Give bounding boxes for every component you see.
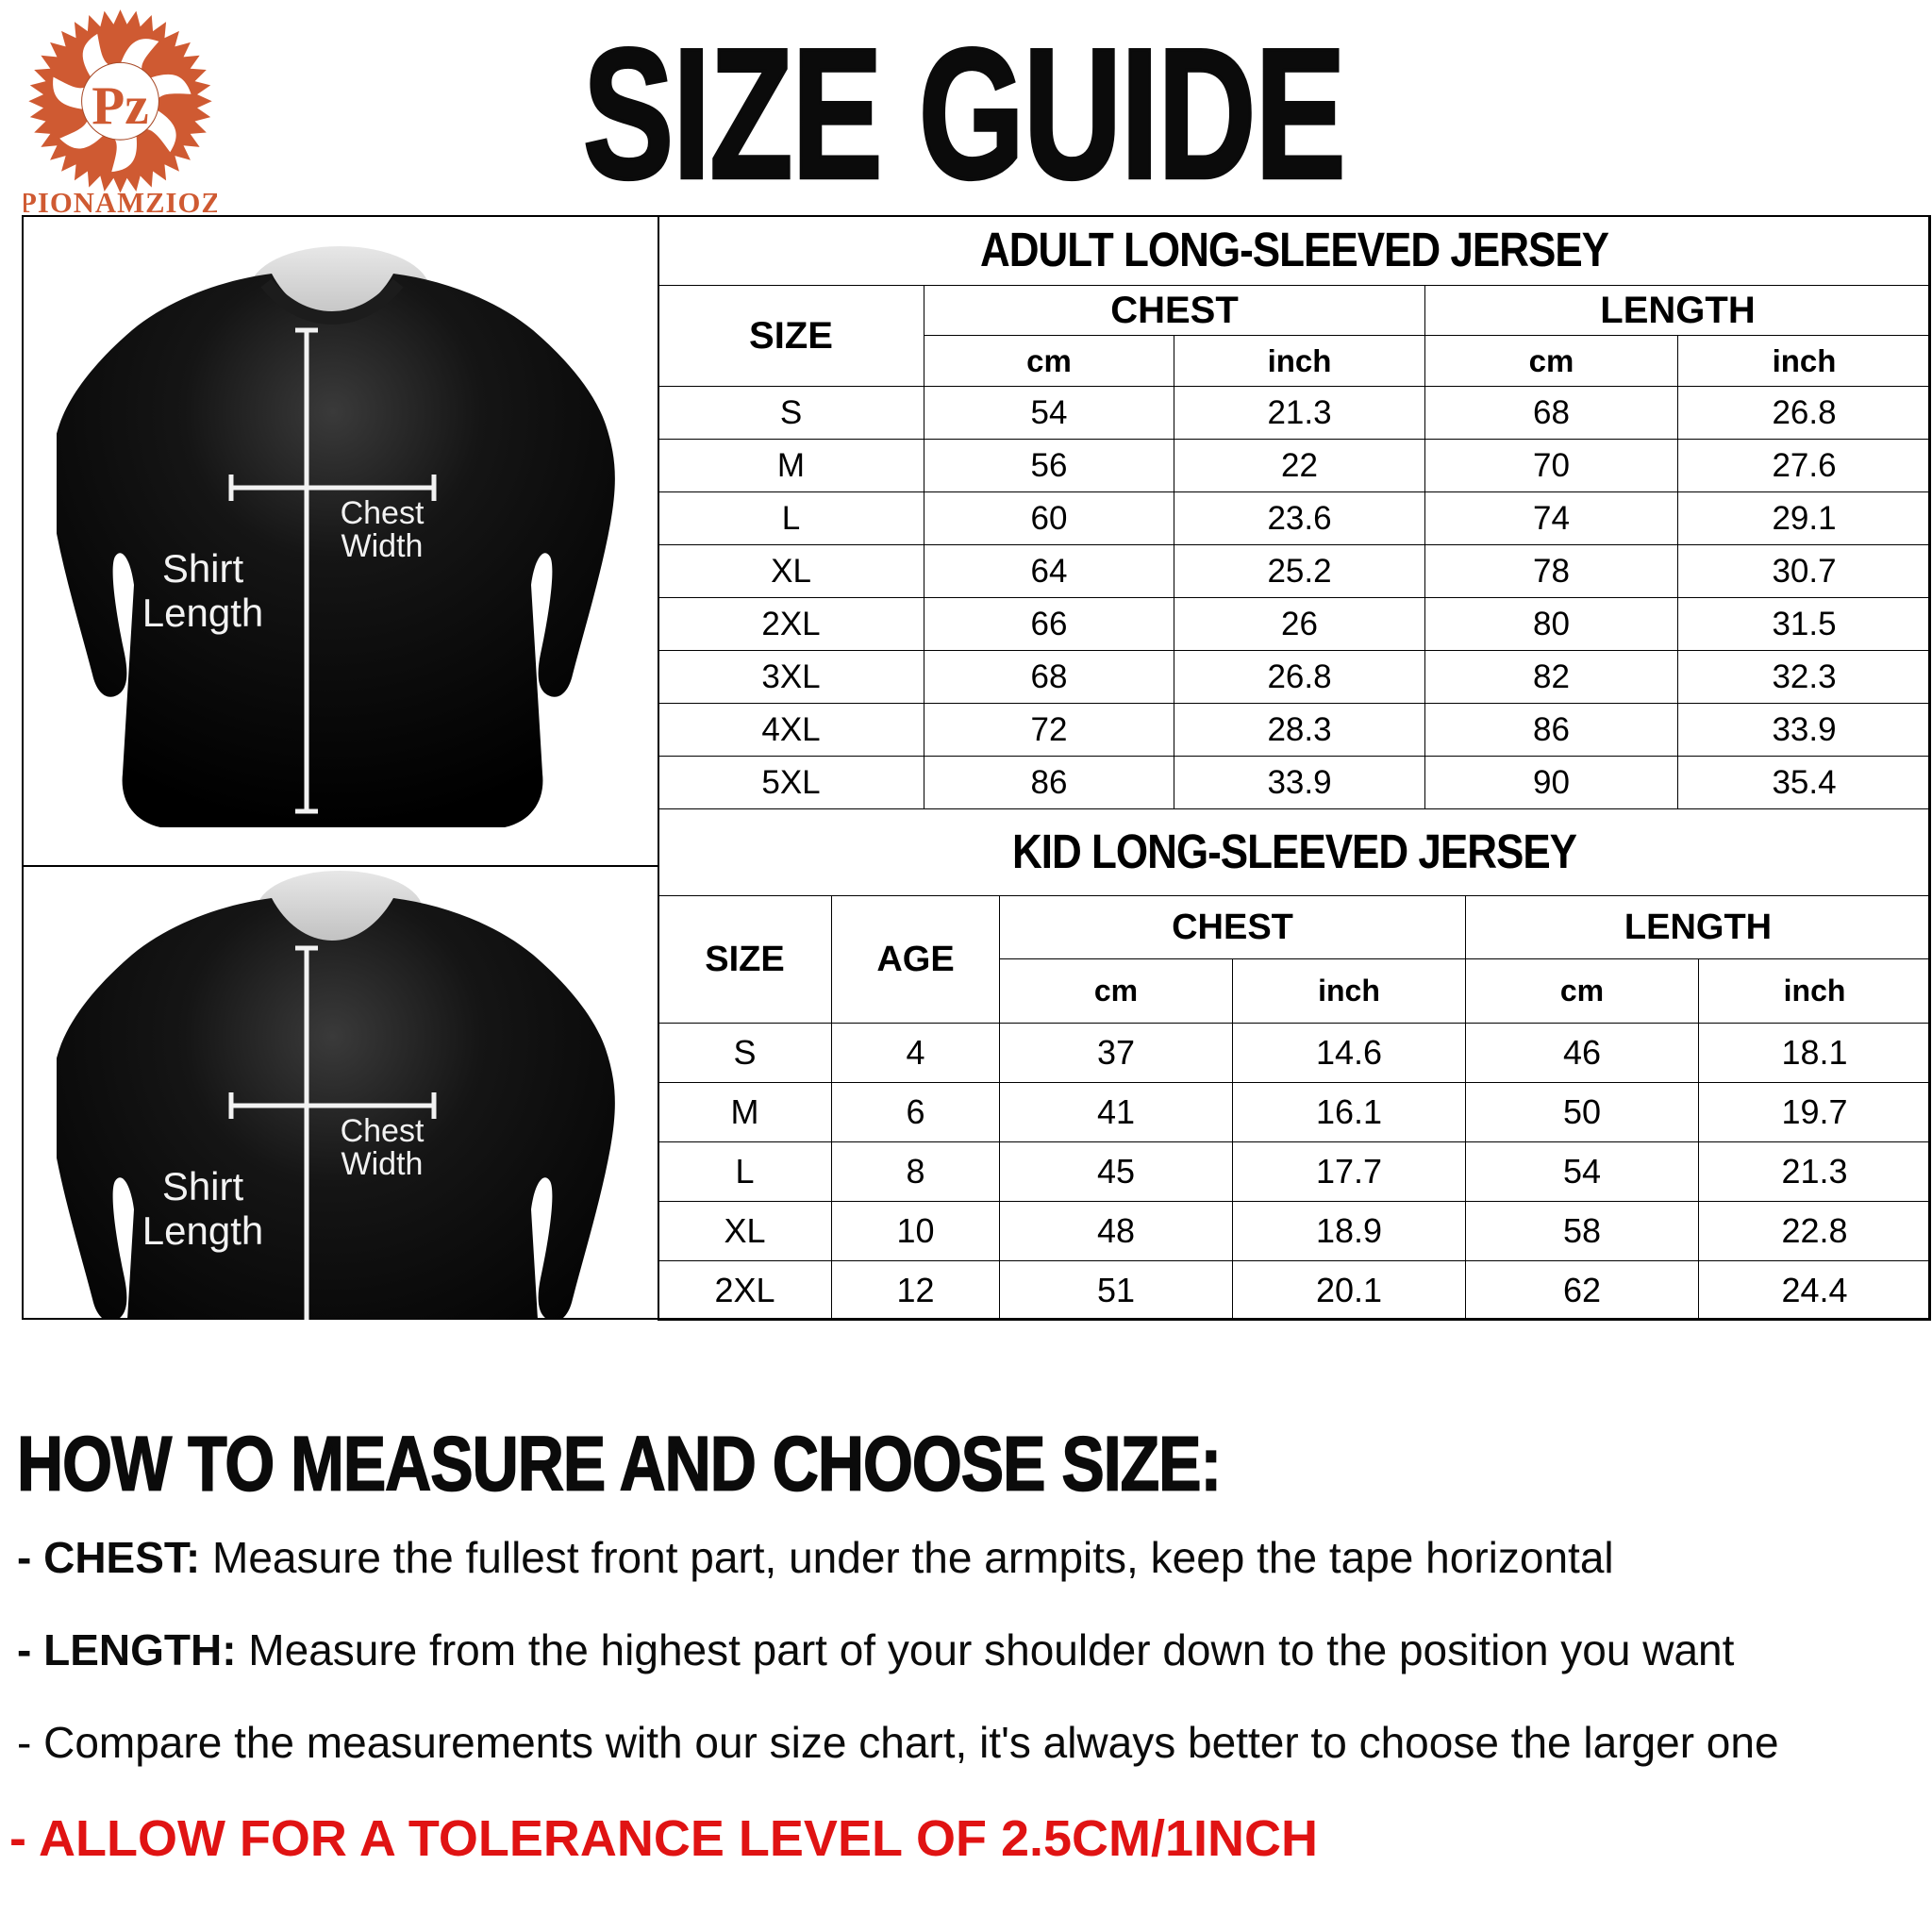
svg-text:Width: Width — [341, 1146, 424, 1182]
svg-text:Shirt: Shirt — [162, 546, 244, 591]
svg-text:PIONAMZIOZ: PIONAMZIOZ — [24, 187, 217, 216]
svg-text:Length: Length — [142, 591, 263, 635]
svg-text:Length: Length — [142, 1208, 263, 1253]
svg-text:Pz: Pz — [92, 76, 148, 136]
svg-text:Chest: Chest — [341, 1113, 425, 1149]
svg-text:Chest: Chest — [341, 495, 425, 531]
svg-text:Width: Width — [341, 528, 424, 564]
svg-text:Shirt: Shirt — [162, 1164, 244, 1208]
